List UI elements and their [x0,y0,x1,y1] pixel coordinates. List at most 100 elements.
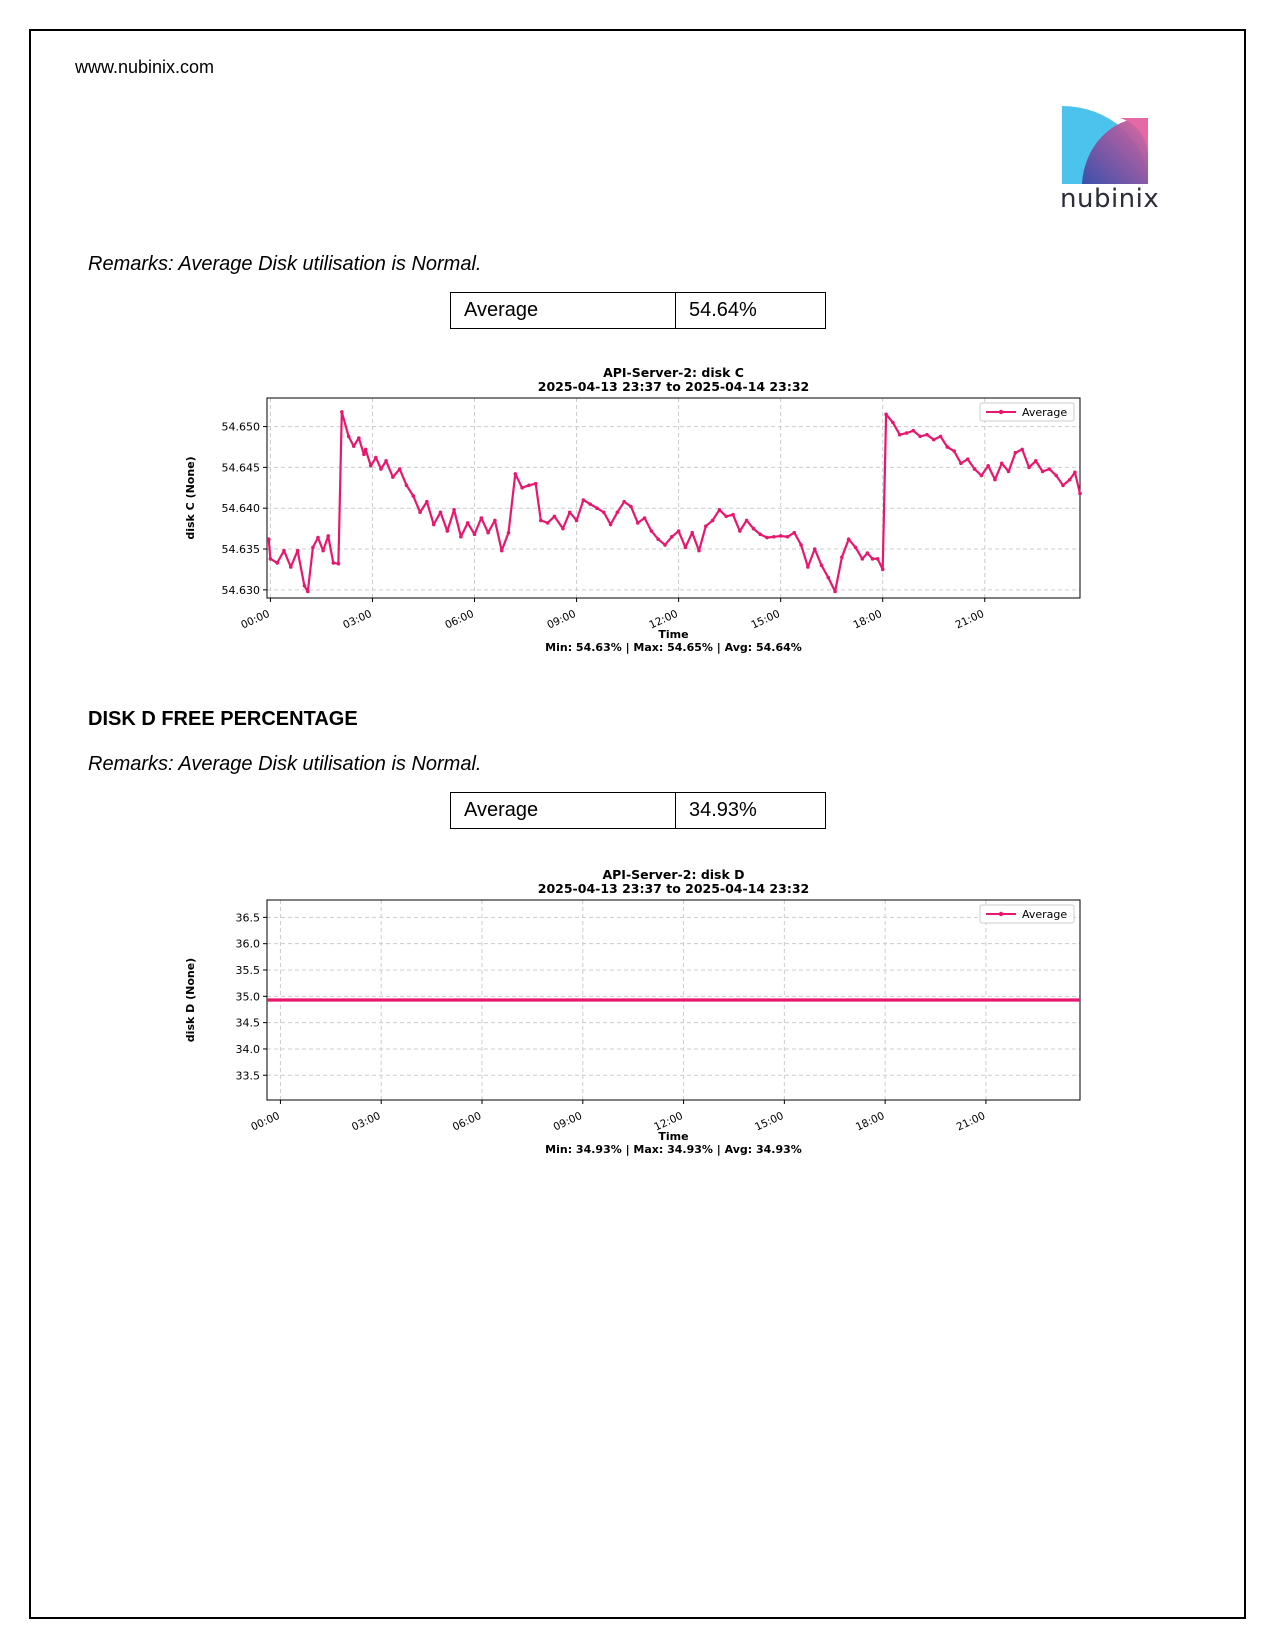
data-point [452,508,456,512]
data-point [765,535,769,540]
x-axis-label: Time [658,628,688,641]
data-point [656,537,660,542]
data-point [965,457,970,462]
data-point [331,561,336,565]
data-point [601,510,606,515]
data-point [513,472,518,476]
legend-box [979,402,1075,422]
nubinix-logo: nubinix [1060,104,1159,214]
x-tick-label: 00:00 [239,608,272,632]
data-point [539,518,543,523]
data-point [282,548,286,553]
average-value: 34.93% [675,792,826,829]
data-point [710,518,715,523]
data-point [357,436,361,440]
data-point [724,514,729,519]
y-tick-label: 35.0 [236,990,261,1003]
y-tick-label: 35.5 [236,964,261,977]
data-point [438,510,443,515]
data-point [479,516,484,520]
legend-label: Average [1022,908,1067,921]
data-point [826,575,831,580]
legend-box [979,904,1075,924]
y-tick-label: 36.0 [236,938,261,951]
data-point [384,459,388,463]
x-tick-label: 18:00 [851,608,884,632]
data-point [683,545,688,550]
data-point [931,437,936,442]
data-point [1067,477,1072,482]
data-point [552,514,557,519]
data-point [875,557,880,561]
data-point [1020,447,1024,452]
chart-subtitle: 2025-04-13 23:37 to 2025-04-14 23:32 [538,881,809,896]
data-point [397,467,402,471]
data-point [472,532,477,537]
legend-marker [998,911,1004,917]
data-point [351,444,356,448]
data-point [340,410,344,414]
y-tick-label: 54.645 [222,461,261,474]
average-table-disk-c: Average 54.64% [450,292,826,329]
data-point [608,522,613,527]
data-point [1027,465,1031,470]
series-line-disk-c [267,410,1082,593]
data-point [663,543,667,547]
data-point [311,545,315,550]
x-tick-label: 03:00 [341,608,374,632]
data-point [1078,491,1082,496]
data-point [499,548,504,553]
data-point [425,499,429,504]
data-point [758,532,763,537]
average-value: 54.64% [675,292,826,329]
data-point [1073,470,1077,475]
legend-label: Average [1022,406,1067,419]
x-tick-label: 15:00 [753,1110,786,1134]
data-point [704,524,708,528]
data-point [486,530,490,535]
remarks-disk-c: Remarks: Average Disk utilisation is Nor… [88,253,482,275]
y-tick-label: 34.0 [236,1043,261,1056]
data-point [669,534,674,539]
data-point [1047,467,1052,471]
data-point [897,432,902,437]
data-point [266,537,271,542]
data-point [506,530,511,535]
average-label: Average [450,792,676,829]
data-point [289,565,293,569]
data-point [459,534,463,539]
y-tick-label: 54.630 [222,584,261,597]
x-tick-label: 06:00 [451,1110,484,1134]
data-point [649,529,654,533]
site-url[interactable]: www.nubinix.com [75,57,215,77]
y-axis-label: disk C (None) [184,456,197,539]
data-point [853,545,858,550]
data-point [306,589,310,594]
data-point [336,561,341,566]
data-point [972,467,977,471]
data-point [799,543,803,547]
data-point [321,548,325,553]
data-point [581,498,586,502]
data-point [860,557,865,561]
data-point [368,463,373,468]
data-point [870,557,875,561]
data-point [567,510,572,515]
chart-title: API-Server-2: disk D [602,867,744,882]
data-point [465,521,470,525]
data-point [418,510,422,515]
chart-stats: Min: 34.93% | Max: 34.93% | Avg: 34.93% [545,1143,802,1156]
data-point [622,499,626,504]
data-point [295,548,300,553]
data-point [819,563,824,568]
data-point [588,502,592,506]
x-tick-label: 00:00 [249,1110,282,1134]
data-point [316,535,320,540]
data-point [785,534,790,539]
data-point [545,521,550,525]
chart-stats: Min: 54.63% | Max: 54.65% | Avg: 54.64% [545,641,802,654]
data-point [717,508,722,512]
chart-disk-d: API-Server-2: disk D 2025-04-13 23:37 to … [180,862,1100,1172]
data-point [1040,469,1045,474]
data-point [772,534,776,539]
